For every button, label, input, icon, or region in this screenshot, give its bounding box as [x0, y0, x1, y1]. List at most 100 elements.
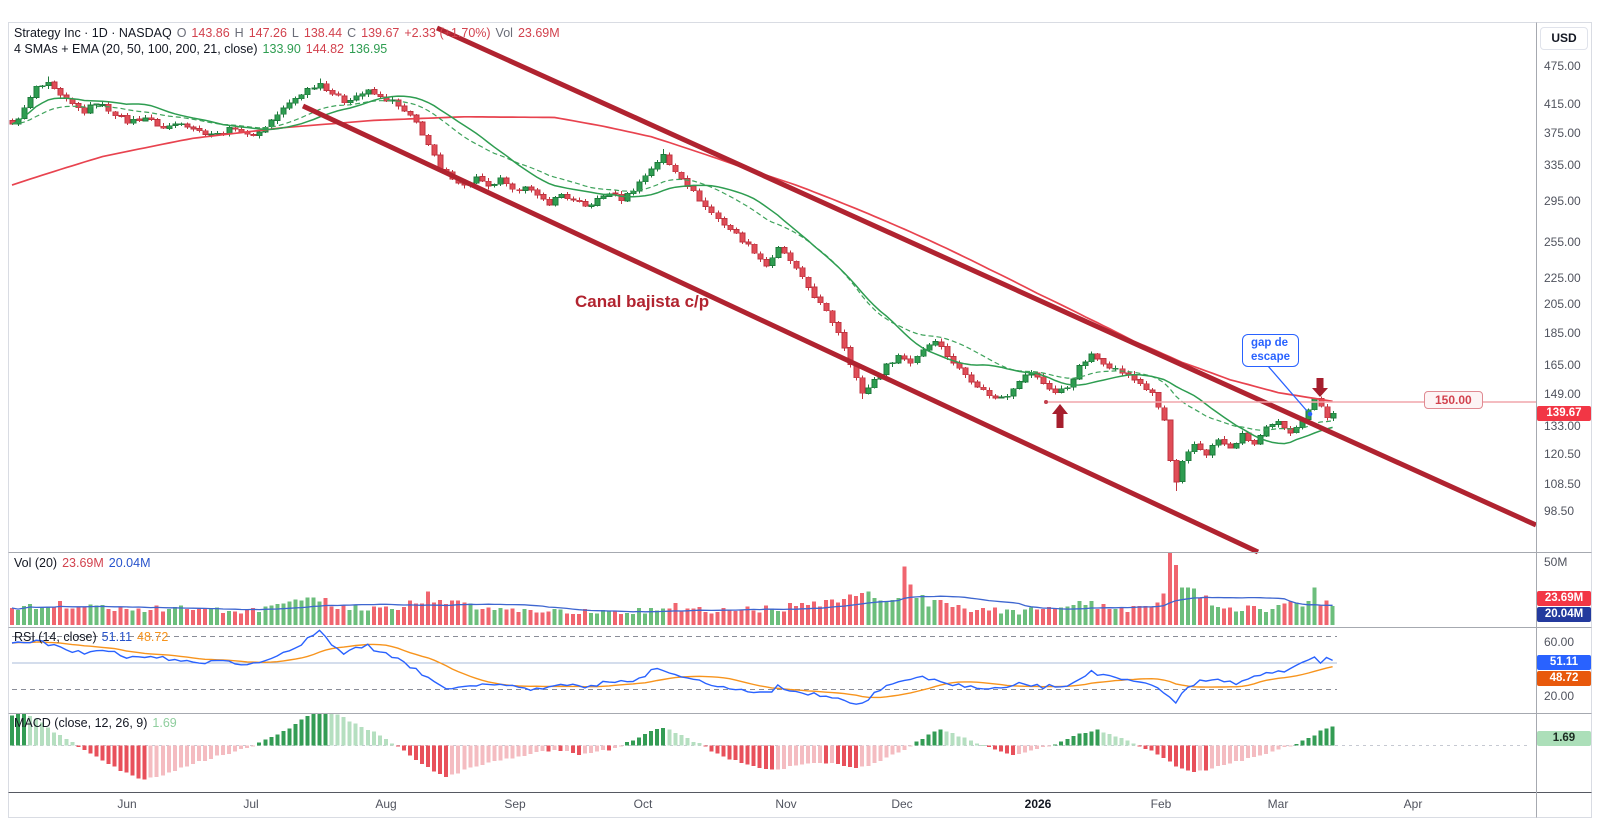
- symbol-legend[interactable]: Strategy Inc · 1D · NASDAQ O 143.86 H 147.26…: [14, 26, 565, 40]
- candle-body: [576, 199, 583, 203]
- axis-price-label: 60.00: [1544, 635, 1575, 649]
- candle-body: [522, 186, 529, 192]
- candle-body: [160, 125, 167, 129]
- axis-price-label: 108.50: [1544, 477, 1581, 491]
- volume-bar: [1173, 565, 1178, 625]
- macd-bar: [1240, 745, 1245, 761]
- volume-bar: [1270, 608, 1275, 625]
- candle-body: [232, 127, 239, 130]
- macd-bar: [733, 745, 738, 761]
- macd-bar: [492, 745, 497, 761]
- volume-legend[interactable]: Vol (20) 23.69M 20.04M: [14, 556, 156, 570]
- candle-body: [1299, 418, 1306, 428]
- volume-bar: [914, 597, 919, 625]
- candle-body: [696, 190, 703, 202]
- candle-body: [859, 377, 866, 394]
- macd-bar: [341, 717, 346, 746]
- sma-ema-legend[interactable]: 4 SMAs + EMA (20, 50, 100, 200, 21, clos…: [14, 42, 392, 56]
- candle-body: [311, 87, 318, 90]
- volume-bar: [269, 605, 274, 625]
- volume-bar: [456, 600, 461, 625]
- currency-button[interactable]: USD: [1540, 27, 1588, 50]
- macd-bar: [233, 745, 238, 752]
- candle-body: [648, 168, 655, 176]
- volume-bar: [154, 605, 159, 625]
- candle-body: [1064, 387, 1071, 390]
- volume-bar: [522, 608, 527, 625]
- volume-bar: [432, 602, 437, 625]
- volume-bar: [178, 605, 183, 625]
- volume-bar: [1234, 611, 1239, 625]
- macd-bar: [697, 742, 702, 746]
- candle-body: [1281, 421, 1288, 429]
- macd-bar: [619, 745, 623, 747]
- macd-bar: [812, 745, 816, 764]
- volume-bar: [685, 608, 690, 625]
- candle-body: [805, 276, 812, 288]
- macd-bar: [1167, 745, 1172, 762]
- volume-bar: [142, 611, 147, 625]
- volume-bar: [775, 610, 780, 625]
- macd-legend[interactable]: MACD (close, 12, 26, 9) 1.69: [14, 716, 182, 730]
- candle-body: [329, 89, 336, 95]
- macd-bar: [281, 731, 286, 746]
- macd-bar: [637, 737, 642, 746]
- macd-bar: [474, 745, 479, 767]
- rsi-legend[interactable]: RSI (14, close) 51.11 48.72: [14, 630, 173, 644]
- volume-bar: [709, 613, 714, 625]
- volume-bar: [594, 613, 599, 625]
- volume-bar: [64, 608, 69, 625]
- candle-body: [528, 186, 535, 191]
- candle-body: [1263, 426, 1270, 437]
- volume-bar: [1324, 600, 1329, 625]
- volume-bar: [184, 609, 189, 625]
- candle-body: [865, 387, 872, 394]
- candle-body: [401, 105, 408, 112]
- candle-body: [1149, 389, 1156, 394]
- volume-bar: [1155, 602, 1160, 625]
- candle-body: [298, 94, 305, 100]
- candle-body: [1125, 372, 1132, 376]
- candle-body: [733, 229, 740, 234]
- macd-bar: [1077, 733, 1082, 746]
- volume-bar: [353, 605, 358, 625]
- candle-body: [27, 97, 34, 108]
- macd-bar: [148, 745, 153, 778]
- volume-bar: [721, 608, 726, 625]
- volume-bar: [383, 606, 388, 625]
- candle-body: [1040, 376, 1047, 384]
- candle-body: [1215, 439, 1222, 446]
- volume-bar: [28, 604, 33, 625]
- macd-bar: [172, 745, 177, 771]
- macd-bar: [269, 736, 274, 746]
- volume-bar: [673, 602, 678, 625]
- candle-body: [21, 107, 28, 119]
- macd-bar: [1041, 745, 1046, 748]
- macd-bar: [383, 738, 388, 746]
- gap-callout[interactable]: gap de escape: [1242, 334, 1300, 367]
- axis-time-label: Feb: [1150, 797, 1172, 811]
- volume-bar: [148, 609, 153, 625]
- vol-current-badge: 23.69M: [1537, 591, 1591, 606]
- volume-bar: [112, 610, 117, 625]
- macd-bar: [468, 745, 473, 768]
- candle-body: [45, 81, 52, 86]
- macd-bar: [884, 745, 889, 758]
- candle-body: [190, 126, 197, 130]
- channel-annotation-label[interactable]: Canal bajista c/p: [575, 292, 710, 311]
- candle-body: [1143, 383, 1150, 391]
- volume-bar: [998, 613, 1003, 625]
- volume-bar: [546, 611, 551, 625]
- volume-bar: [1282, 603, 1287, 625]
- volume-bar: [757, 612, 762, 625]
- volume-bar: [745, 606, 750, 625]
- candle-body: [136, 118, 143, 122]
- candle-body: [938, 341, 945, 347]
- volume-bar: [1276, 605, 1281, 625]
- volume-bar: [1023, 609, 1027, 625]
- sma-green-line: [11, 95, 1333, 445]
- volume-bar: [414, 603, 418, 625]
- price-level-label[interactable]: 150.00: [1424, 391, 1483, 409]
- macd-bar: [607, 745, 611, 751]
